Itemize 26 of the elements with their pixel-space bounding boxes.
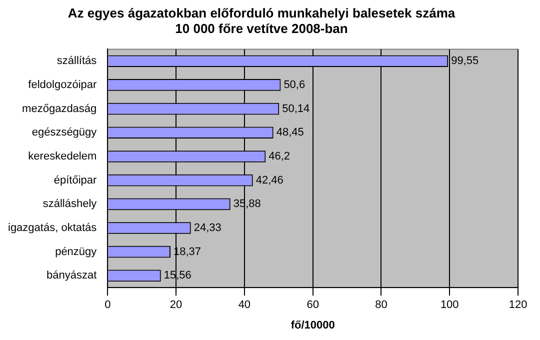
x-tick-label: 80 [375,299,388,312]
y-tick-label: pénzügy [55,246,98,258]
y-tick-label: kereskedelem [28,150,97,163]
y-tick-label: bányászat [46,270,97,282]
x-axis-title: fő/10000 [290,319,335,332]
y-tick-label: igazgatás, oktatás [8,222,98,234]
data-label: 99,55 [451,55,479,68]
chart-title: Az egyes ágazatokban előforduló munkahelyi balesetek száma 10 000 főre vetítve 2008-ban [68,5,456,36]
data-label: 50,6 [284,78,306,91]
data-label: 48,45 [276,126,304,139]
y-tick-label: építőipar [54,174,97,186]
x-tick-label: 120 [508,299,528,312]
y-tick-label: egészségügy [32,126,98,139]
y-tick-label: szálláshely [42,198,98,210]
y-tick-label: feldolgozóipar [28,78,97,91]
data-label: 50,14 [282,102,310,115]
x-tick-label: 40 [238,299,251,312]
y-tick-label: szállítás [56,55,98,68]
x-tick-label: 60 [306,299,319,312]
y-tick-label: mezőgazdaság [22,102,97,115]
data-label: 42,46 [256,174,284,186]
x-tick-label: 20 [170,299,182,312]
x-tick-label: 100 [440,299,459,312]
x-tick-label: 0 [104,299,111,312]
data-label: 24,33 [194,222,222,234]
data-label: 46,2 [268,150,290,163]
